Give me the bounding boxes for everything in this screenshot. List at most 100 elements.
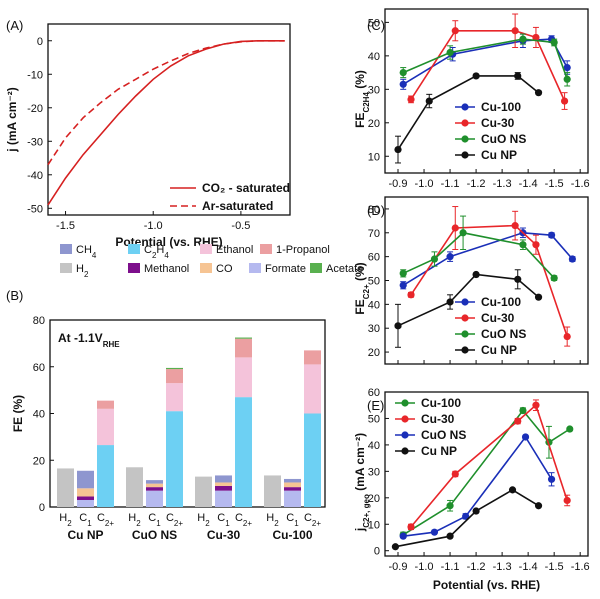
panel-b-ylabel-main: FE (%) [11, 395, 25, 432]
panel-d-ylabel-main: FE [353, 299, 367, 314]
panel-d-label: (D) [367, 203, 385, 218]
panel-b-bar-c1-ch4-0 [77, 470, 94, 489]
panel-d-series-3-point [514, 275, 522, 283]
panel-b-legend-label-8: Acetate [326, 263, 363, 275]
panel-d-legend-label-2: CuO NS [481, 327, 526, 341]
panel-d-ytick-label: 80 [368, 204, 380, 216]
panel-c-legend-marker-0 [461, 103, 469, 111]
panel-e-series-1-point [451, 470, 459, 478]
panel-d-ytick-label: 50 [368, 276, 380, 288]
panel-b-subcat-sub: 1 [225, 519, 230, 528]
panel-c-series-2-point [519, 35, 527, 43]
panel-d-series-1-point [532, 241, 540, 249]
panel-b-subcat-main: H [197, 512, 205, 524]
panel-e-legend-label-2: CuO NS [421, 428, 466, 442]
panel-d-series-2-point [459, 229, 467, 237]
panel-b-subcat-sub: 1 [294, 519, 299, 528]
panel-a-ytick-label: -40 [27, 170, 43, 182]
panel-e-xtick-label: -1.5 [545, 561, 564, 573]
panel-e-label: (E) [367, 398, 384, 413]
panel-e-legend-marker-2 [401, 431, 409, 439]
panel-b-legend-label-1: C2H4 [144, 244, 169, 260]
panel-b-subcat-main: C [286, 512, 294, 524]
panel-b-subcat-main: C [217, 512, 225, 524]
panel-b-ytick-label: 20 [33, 455, 45, 467]
panel-b-legend-sub-4: 2 [84, 270, 89, 279]
panel-b-legend-name-1: C [144, 244, 152, 256]
panel-b-legend-name-0: CH [76, 244, 92, 256]
panel-b-bar-c2-ethanol-3 [304, 364, 321, 414]
panel-b-bar-c2-c2h4-1 [166, 411, 183, 507]
panel-c-ytick-label: 40 [368, 51, 380, 63]
panel-d-series-1-point [563, 332, 571, 341]
panel-e-series-1-point [514, 417, 522, 425]
panel-e-series-3-point [534, 502, 543, 510]
panel-a-series-1-line [47, 40, 285, 166]
panel-e-series-2-point [399, 532, 407, 540]
panel-d-ytick-label: 70 [368, 228, 380, 240]
panel-d-series-1-point [451, 224, 459, 232]
panel-b-subcat-sub: 1 [156, 519, 161, 528]
panel-b-subcat-3-0: H2 [266, 512, 279, 528]
panel-b-bar-c2-ethanol-0 [97, 408, 114, 446]
panel-c-series-2-point [399, 68, 407, 77]
panel-b-annotation-text: At -1.1V [58, 331, 103, 345]
panel-b-subcat-sub: 2+ [243, 519, 252, 528]
panel-d-legend-label-3: Cu NP [481, 343, 517, 357]
panel-e-series-0-point [519, 406, 527, 415]
panel-c-xtick-label: -0.9 [389, 178, 408, 190]
panel-b-subcat-2-0: H2 [197, 512, 210, 528]
panel-e-legend-marker-0 [401, 399, 409, 407]
panel-b-bar-c2-1-propanol-3 [304, 350, 321, 365]
panel-a-ytick-label: 0 [37, 36, 43, 48]
panel-c-series-1-point [451, 27, 459, 35]
panel-e-series-1-point [532, 401, 540, 409]
panel-c-xtick-label: -1.1 [441, 178, 460, 190]
panel-c-ytick-label: 20 [368, 118, 380, 130]
panel-b-bar-c1-formate-2 [215, 490, 232, 507]
panel-c-ylabel-sub: C2H4 [362, 92, 371, 113]
panel-b-bar-h2-0 [57, 468, 74, 507]
panel-e-legend-marker-3 [401, 447, 409, 455]
panel-d-series-2-point [519, 241, 527, 249]
panel-e-ytick-label: 20 [368, 493, 380, 505]
panel-a-ytick-label: -50 [27, 203, 43, 215]
panel-b-bar-c1-co-0 [77, 488, 94, 497]
panel-c-legend-marker-2 [461, 135, 469, 143]
panel-c-legend-label-1: Cu-30 [481, 116, 515, 130]
panel-e-series-2-point [462, 512, 470, 520]
panel-b-legend-label-0: CH4 [76, 244, 97, 260]
panel-b-legend-swatch-8 [310, 263, 322, 273]
panel-c-legend-label-2: CuO NS [481, 132, 526, 146]
panel-a-xtick-label: -1.5 [56, 220, 75, 232]
panel-b-bar-h2-2 [195, 476, 212, 507]
panel-d-ytick-label: 40 [368, 299, 380, 311]
panel-b-category-0: Cu NP [68, 528, 104, 542]
panel-e-legend-label-0: Cu-100 [421, 396, 461, 410]
panel-b-subcat-sub: 2+ [105, 519, 114, 528]
panel-c-ylabel: FEC2H4 (%) [353, 70, 371, 128]
panel-b-subcat-0-2: C2+ [97, 512, 114, 528]
panel-d-series-1-point [511, 222, 519, 230]
panel-c-xtick-label: -1.4 [519, 178, 538, 190]
panel-c-ylabel-main: FE [353, 113, 367, 128]
panel-b-legend-sub-1: 2 [152, 251, 157, 260]
panel-e-legend-label-3: Cu NP [421, 444, 457, 458]
panel-c-ytick-label: 50 [368, 17, 380, 29]
panel-b-bar-c1-methanol-2 [215, 485, 232, 491]
panel-b-subcat-sub: 2 [136, 519, 141, 528]
panel-c-legend-label-0: Cu-100 [481, 100, 521, 114]
panel-e-ylabel: jC2+, geo (mA cm⁻²) [353, 433, 371, 532]
panel-b-subcat-main: C [166, 512, 174, 524]
panel-e-legend-marker-1 [401, 415, 409, 423]
panel-c-xtick-label: -1.3 [493, 178, 512, 190]
panel-e-ytick-label: 50 [368, 413, 380, 425]
panel-d-legend-marker-3 [461, 346, 469, 354]
panel-b-subcat-main: C [304, 512, 312, 524]
panel-b-subcat-main: C [148, 512, 156, 524]
panel-b-legend-swatch-3 [260, 244, 272, 254]
panel-b-legend-label-2: Ethanol [216, 244, 253, 256]
panel-a-legend-label-1: Ar-saturated [202, 199, 273, 213]
panel-b-bar-c2-1-propanol-0 [97, 400, 114, 409]
panel-e-xtick-label: -1.1 [441, 561, 460, 573]
